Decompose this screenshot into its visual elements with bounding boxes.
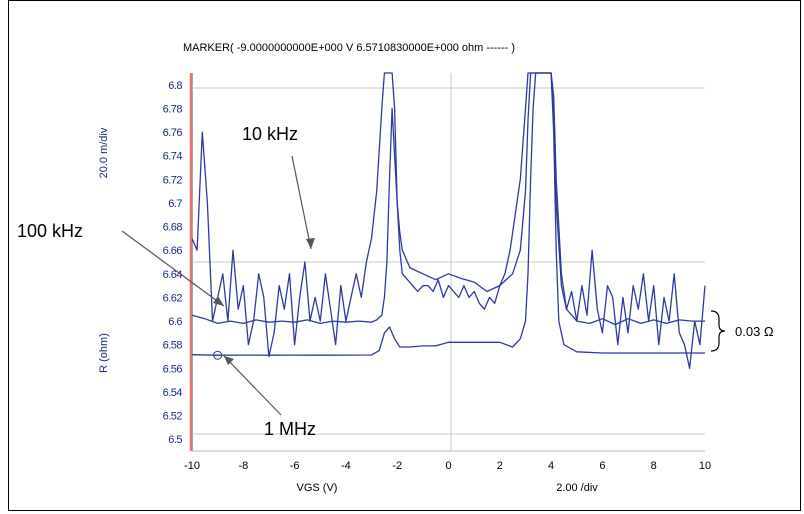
chart-svg: MARKER( -9.0000000000E+000 V 6.571083000… — [17, 42, 774, 494]
x-axis-label: VGS (V) — [297, 482, 338, 494]
plot-area — [189, 72, 706, 452]
y-tick-label: 6.5 — [168, 434, 182, 446]
y-tick-labels: 6.5 6.52 6.54 6.56 6.58 6.6 6.62 6.64 6.66 6.68 6.… — [163, 80, 183, 446]
y-tick-label: 6.52 — [163, 411, 183, 423]
x-tick-label: 6 — [599, 460, 605, 472]
annotation-delta: 0.03 Ω — [735, 324, 774, 339]
y-tick-label: 6.58 — [163, 340, 183, 352]
arrowhead-10khz — [306, 238, 315, 249]
x-tick-label: -8 — [238, 460, 248, 472]
x-tick-label: 10 — [699, 460, 711, 472]
y-div-label: 20.0 m/div — [98, 127, 110, 178]
arrowhead-1mhz — [224, 356, 234, 365]
annotation-100khz: 100 kHz — [17, 221, 83, 241]
annotation-10khz: 10 kHz — [242, 124, 298, 144]
x-tick-labels: -10 -8 -6 -4 -2 0 2 4 6 8 10 — [184, 460, 711, 472]
series-line-1 — [191, 72, 706, 369]
y-tick-label: 6.7 — [168, 198, 182, 210]
arrow-100khz — [121, 230, 225, 307]
y-tick-label: 6.62 — [163, 292, 183, 304]
arrow-1mhz — [223, 355, 282, 416]
annotation-1mhz: 1 MHz — [264, 419, 316, 439]
x-tick-label: 8 — [651, 460, 657, 472]
range-brace — [710, 310, 726, 352]
marker-readout: MARKER( -9.0000000000E+000 V 6.571083000… — [183, 42, 515, 54]
x-tick-label: -2 — [392, 460, 402, 472]
x-tick-label: 0 — [445, 460, 451, 472]
y-tick-label: 6.78 — [163, 103, 183, 115]
x-tick-label: -4 — [341, 460, 351, 472]
series-group — [191, 72, 706, 369]
y-tick-label: 6.8 — [168, 80, 182, 92]
y-tick-label: 6.66 — [163, 245, 183, 257]
y-tick-label: 6.74 — [163, 151, 183, 163]
y-tick-label: 6.64 — [163, 269, 183, 281]
x-tick-label: 4 — [548, 460, 554, 472]
x-tick-label: 2 — [497, 460, 503, 472]
y-tick-label: 6.68 — [163, 222, 183, 234]
x-tick-label: -6 — [290, 460, 300, 472]
series-line-2 — [191, 72, 705, 326]
x-tick-label: -10 — [184, 460, 200, 472]
series-line-3 — [191, 72, 705, 356]
y-tick-label: 6.6 — [168, 316, 182, 328]
chart-frame: MARKER( -9.0000000000E+000 V 6.571083000… — [8, 0, 801, 511]
y-tick-label: 6.72 — [163, 174, 183, 186]
marker-dot[interactable] — [213, 350, 223, 360]
y-tick-label: 6.76 — [163, 127, 183, 139]
y-tick-label: 6.54 — [163, 387, 183, 399]
y-tick-label: 6.56 — [163, 363, 183, 375]
arrowhead-100khz — [213, 296, 224, 306]
y-axis-label: R (ohm) — [98, 333, 110, 373]
arrow-10khz — [291, 155, 312, 250]
x-div-label: 2.00 /div — [556, 482, 598, 494]
